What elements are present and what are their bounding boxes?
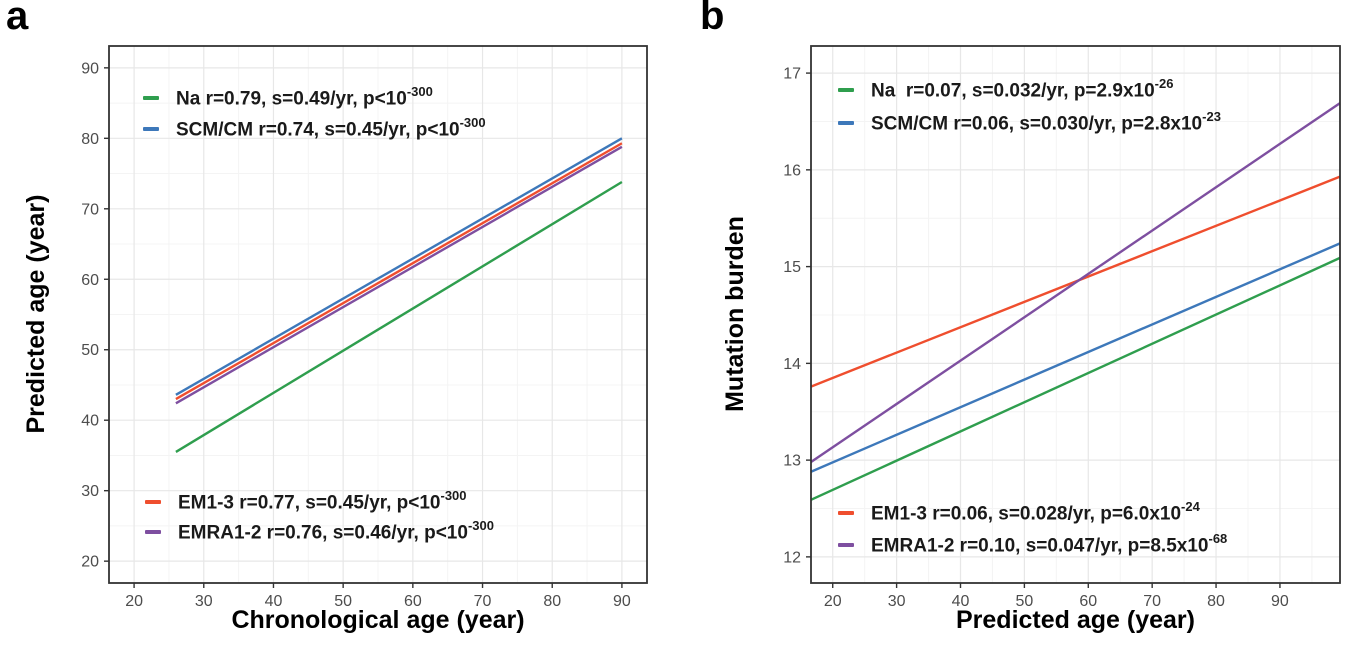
series-line-EM1-3	[175, 142, 623, 401]
tick-label: 80	[543, 593, 561, 610]
legend-item-a-na: Na r=0.79, s=0.49/yr, p<10-300	[143, 84, 433, 111]
tick-label: 50	[334, 593, 352, 610]
legend-swatch-na	[838, 88, 854, 92]
panel-border	[108, 45, 648, 584]
panel-a-label: a	[6, 0, 29, 38]
tick-label: 50	[1015, 593, 1033, 610]
series-line-EMRA1-2	[175, 145, 623, 405]
series-line-SCM/CM	[810, 242, 1341, 473]
series-line-Na	[810, 256, 1341, 501]
panel-border	[810, 45, 1341, 584]
tick-label: 14	[783, 356, 801, 373]
y-axis-title-b: Mutation burden	[721, 216, 749, 412]
tick-label: 60	[1079, 593, 1097, 610]
tick-label: 20	[824, 593, 842, 610]
legend-label-b-em13: EM1-3 r=0.06, s=0.028/yr, p=6.0x10-24	[871, 499, 1200, 525]
tick-label: 60	[81, 272, 99, 289]
legend-label-a-scmcm: SCM/CM r=0.74, s=0.45/yr, p<10-300	[176, 115, 486, 141]
legend-swatch-na	[143, 96, 159, 100]
legend-swatch-emra12	[145, 530, 161, 534]
tick-label: 70	[474, 593, 492, 610]
tick-label: 80	[81, 131, 99, 148]
series-line-EMRA1-2	[810, 102, 1341, 464]
legend-item-a-emra12: EMRA1-2 r=0.76, s=0.46/yr, p<10-300	[145, 518, 494, 545]
tick-label: 13	[783, 453, 801, 470]
y-axis-title-a: Predicted age (year)	[22, 194, 50, 434]
tick-label: 90	[1271, 593, 1289, 610]
tick-label: 70	[81, 201, 99, 218]
tick-label: 50	[81, 342, 99, 359]
legend-item-b-scmcm: SCM/CM r=0.06, s=0.030/yr, p=2.8x10-23	[838, 109, 1221, 136]
tick-label: 80	[1207, 593, 1225, 610]
tick-label: 15	[783, 259, 801, 276]
tick-label: 20	[81, 554, 99, 571]
legend-label-a-em13: EM1-3 r=0.77, s=0.45/yr, p<10-300	[178, 488, 467, 514]
legend-swatch-em13	[838, 511, 854, 515]
tick-label: 40	[265, 593, 283, 610]
tick-label: 20	[125, 593, 143, 610]
tick-label: 17	[783, 66, 801, 83]
series-line-SCM/CM	[175, 137, 623, 396]
tick-label: 70	[1143, 593, 1161, 610]
x-axis-title-b: Predicted age (year)	[956, 606, 1195, 634]
x-axis-title-a: Chronological age (year)	[231, 606, 525, 634]
tick-label: 40	[81, 413, 99, 430]
legend-swatch-scmcm	[838, 121, 854, 125]
tick-label: 90	[613, 593, 631, 610]
panel-b-label: b	[700, 0, 725, 38]
legend-label-b-na: Na r=0.07, s=0.032/yr, p=2.9x10-26	[871, 76, 1174, 102]
legend-item-b-na: Na r=0.07, s=0.032/yr, p=2.9x10-26	[838, 76, 1174, 103]
legend-label-b-scmcm: SCM/CM r=0.06, s=0.030/yr, p=2.8x10-23	[871, 109, 1221, 135]
tick-label: 90	[81, 60, 99, 77]
tick-label: 60	[404, 593, 422, 610]
tick-label: 30	[888, 593, 906, 610]
legend-item-b-emra12: EMRA1-2 r=0.10, s=0.047/yr, p=8.5x10-68	[838, 531, 1228, 558]
legend-swatch-emra12	[838, 543, 854, 547]
tick-label: 12	[783, 549, 801, 566]
tick-label: 30	[195, 593, 213, 610]
tick-label: 16	[783, 162, 801, 179]
legend-label-b-emra12: EMRA1-2 r=0.10, s=0.047/yr, p=8.5x10-68	[871, 531, 1228, 557]
legend-swatch-em13	[145, 500, 161, 504]
series-line-Na	[175, 180, 623, 453]
tick-label: 40	[952, 593, 970, 610]
tick-label: 30	[81, 483, 99, 500]
legend-item-a-em13: EM1-3 r=0.77, s=0.45/yr, p<10-300	[145, 488, 467, 515]
legend-swatch-scmcm	[143, 127, 159, 131]
legend-item-b-em13: EM1-3 r=0.06, s=0.028/yr, p=6.0x10-24	[838, 499, 1200, 526]
legend-label-a-emra12: EMRA1-2 r=0.76, s=0.46/yr, p<10-300	[178, 518, 494, 544]
legend-item-a-scmcm: SCM/CM r=0.74, s=0.45/yr, p<10-300	[143, 115, 486, 142]
legend-label-a-na: Na r=0.79, s=0.49/yr, p<10-300	[176, 84, 433, 110]
